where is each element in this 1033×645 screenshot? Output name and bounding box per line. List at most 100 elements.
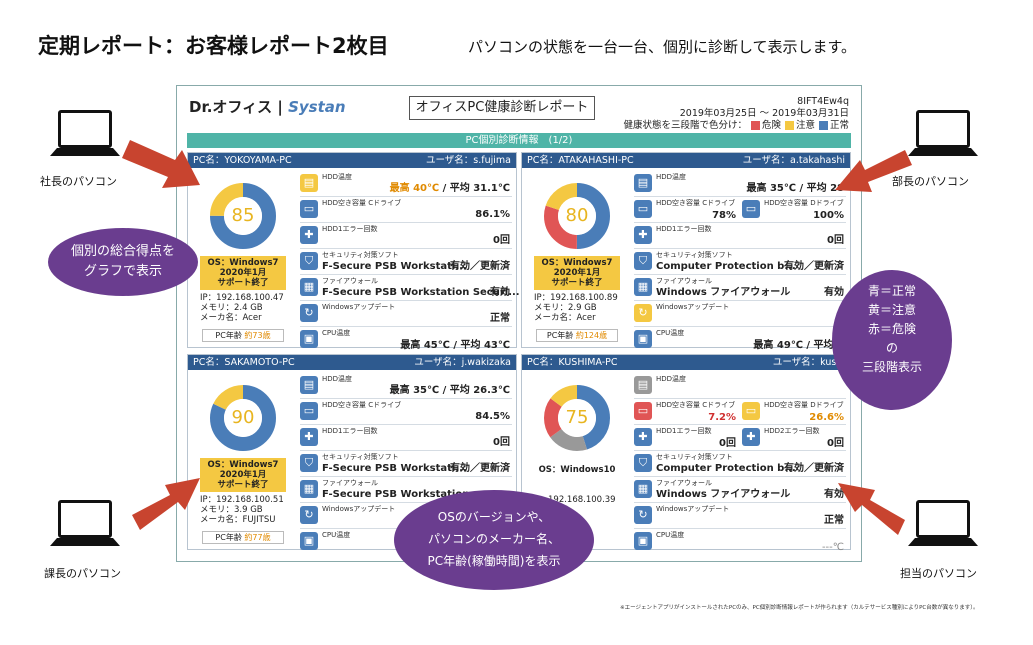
cpu-temp-avg: / 平均 43℃: [449, 340, 510, 351]
logo-systan: Systan: [288, 98, 346, 116]
firewall-name: F-Secure PSB Workstation Securi...: [322, 287, 520, 298]
cpu-temp-value: ---℃: [821, 542, 844, 553]
donut-hole: [224, 399, 262, 437]
hdd-error-icon: ✚: [634, 428, 652, 446]
firewall-name: Windows ファイアウォール: [656, 287, 791, 298]
hdd-drive-icon: ▭: [300, 200, 318, 218]
row-label: ファイアウォール: [322, 277, 378, 285]
donut-hole: [224, 197, 262, 235]
row-label: HDD空き容量 Dドライブ: [764, 401, 844, 409]
row-firewall: ▦ ファイアウォール F-Secure PSB Workstation Securi…: [300, 275, 520, 301]
section-header: PC個別診断情報 (1/2): [187, 133, 851, 148]
callout-bubble-colors: 青＝正常 黄＝注意 赤＝危険 の 三段階表示: [832, 270, 952, 410]
row-label: HDD空き容量 Cドライブ: [656, 199, 736, 207]
firewall-name: F-Secure PSB Workstation: [322, 489, 470, 500]
report-legend: 健康状態を三段階で色分け： 危険 注意 正常: [623, 120, 849, 132]
pc-card-header: PC名：KUSHIMA-PC ユーザ名：kushi: [522, 355, 850, 370]
hdd-error-value: 0回: [493, 437, 510, 448]
pc-ip: IP：192.168.100.47: [200, 293, 284, 303]
os-badge: OS：Windows7 2020年1月 サポート終了: [200, 256, 286, 290]
row-label: CPU温度: [322, 531, 351, 539]
legend-blue: 正常: [829, 120, 849, 131]
hdd-free-value: 84.5%: [475, 411, 510, 422]
hdd-error-icon: ✚: [300, 428, 318, 446]
security-software-name: F-Secure PSB Workstati...: [322, 261, 467, 272]
row-label: CPU温度: [656, 531, 685, 539]
logo-dr-office: Dr.オフィス: [189, 98, 273, 116]
report-logo: Dr.オフィス | Systan: [189, 96, 346, 117]
security-software-name: F-Secure PSB Workstati...: [322, 463, 467, 474]
os-line: OS：Windows7: [541, 258, 613, 268]
row-hdd-temp: ▤ HDD温度: [634, 373, 846, 399]
row-security: ⛉ セキュリティ対策ソフト Computer Protection b... 有効／更…: [634, 451, 846, 477]
hdd-temp-max: 最高 35℃: [389, 385, 440, 396]
laptop-icon: [50, 110, 120, 162]
page-title: 定期レポート：お客様レポート2枚目: [38, 34, 389, 58]
row-label: セキュリティ対策ソフト: [656, 453, 733, 461]
pc-card-header: PC名：ATAKAHASHI-PC ユーザ名：a.takahashi: [522, 153, 850, 168]
security-software-name: Computer Protection b...: [656, 261, 796, 272]
hdd-drive-icon: ▭: [742, 200, 760, 218]
pc-age-value: 約124歳: [575, 331, 608, 340]
score-donut-chart: [544, 183, 610, 249]
security-status: 有効／更新済: [450, 463, 510, 474]
hdd1-error: ✚ HDD1エラー回数 0回: [634, 425, 738, 451]
donut-segment-red: [544, 385, 610, 451]
score-value: 85: [231, 205, 255, 226]
os-line: 2020年1月: [219, 268, 267, 278]
hdd-free-d: ▭ HDD空き容量 Dドライブ 26.6%: [742, 399, 846, 425]
pc-user: ユーザ名：a.takahashi: [742, 155, 845, 166]
hdd-free-d-value: 26.6%: [809, 412, 844, 423]
pc-info: IP：192.168.100.47 メモリ：2.4 GB メーカ名：Acer: [200, 293, 284, 323]
pc-info: IP：192.168.100.51 メモリ：3.9 GB メーカ名：FUJITSU: [200, 495, 284, 525]
laptop-icon: [50, 500, 120, 552]
pc-user: ユーザ名：kushi: [772, 357, 845, 368]
update-status: 正常: [824, 515, 844, 526]
hdd-free-c: ▭ HDD空き容量 Cドライブ 78%: [634, 197, 738, 223]
donut-segment-yellow: [544, 385, 610, 451]
pc-maker: メーカ名：FUJITSU: [200, 515, 276, 525]
pc-card-sakamoto: PC名：SAKAMOTO-PC ユーザ名：j.wakizaka 90 OS：Win…: [187, 354, 517, 550]
hdd-error-value: 0回: [827, 235, 844, 246]
pc-name: PC名：ATAKAHASHI-PC: [527, 155, 634, 166]
cpu-temp-avg: / 平均 4: [802, 340, 844, 351]
row-label: HDD1エラー回数: [322, 225, 378, 233]
report-title: オフィスPC健康診断レポート: [409, 96, 595, 120]
security-status: 有効／更新済: [784, 261, 844, 272]
os-line: OS：Windows7: [207, 460, 279, 470]
row-firewall: ▦ ファイアウォール F-Secure PSB Workstation: [300, 477, 512, 503]
donut-segment-red: [544, 183, 610, 249]
laptop-caption-president: 社長のパソコン: [40, 175, 117, 188]
shield-icon: ⛉: [300, 252, 318, 270]
firewall-status: 有効: [824, 489, 844, 500]
pc-card-yokoyama: PC名：YOKOYAMA-PC ユーザ名：s.fujima 85 OS：Windo…: [187, 152, 520, 351]
pc-name: PC名：YOKOYAMA-PC: [193, 155, 292, 166]
os-line: サポート終了: [217, 278, 269, 288]
pc-card-header: PC名：YOKOYAMA-PC ユーザ名：s.fujima: [188, 153, 516, 168]
hdd-error-icon: ✚: [300, 226, 318, 244]
score-donut-chart: [544, 385, 610, 451]
legend-yellow-swatch: [784, 120, 794, 130]
legend-red-swatch: [750, 120, 760, 130]
row-label: Windowsアップデート: [322, 505, 396, 513]
row-label: HDD空き容量 Cドライブ: [656, 401, 736, 409]
laptop-icon: [908, 500, 978, 552]
row-label: HDD空き容量 Cドライブ: [322, 199, 402, 207]
cpu-icon: ▣: [634, 330, 652, 348]
legend-red: 危険: [761, 120, 781, 131]
update-icon: ↻: [300, 304, 318, 322]
score-value: 90: [231, 407, 255, 428]
os-badge: OS：Windows7 2020年1月 サポート終了: [534, 256, 620, 290]
shield-icon: ⛉: [300, 454, 318, 472]
row-hdd-free: ▭ HDD空き容量 Cドライブ 86.1%: [300, 197, 512, 223]
row-hdd-free: ▭ HDD空き容量 Cドライブ 78% ▭ HDD空き容量 Dドライブ 100%: [634, 197, 846, 223]
row-hdd-error: ✚ HDD1エラー回数 0回: [300, 425, 512, 451]
legend-yellow: 注意: [795, 120, 815, 131]
os-line: サポート終了: [217, 480, 269, 490]
hdd-free-c-value: 78%: [712, 210, 736, 221]
update-icon: ↻: [634, 304, 652, 322]
donut-hole: [558, 197, 596, 235]
footnote: ※エージェントアプリがインストールされたPCのみ、PC個別診断情報レポートが作ら…: [620, 605, 979, 611]
cpu-temp-max: 最高 45℃: [400, 340, 450, 351]
hdd-temp-icon: ▤: [300, 174, 318, 192]
